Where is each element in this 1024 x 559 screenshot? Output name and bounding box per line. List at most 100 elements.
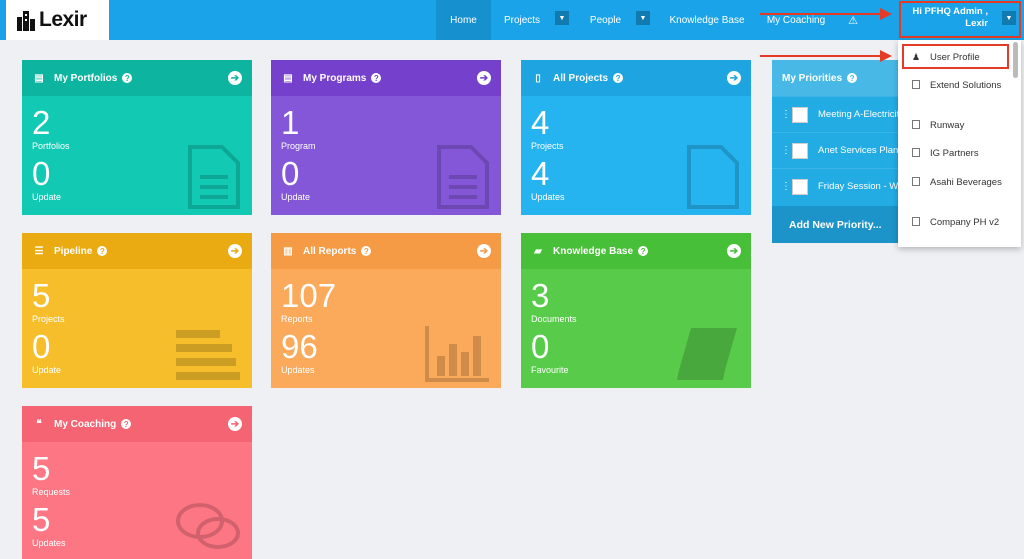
priority-item[interactable]: ⋮ Anet Services Plan [772,132,907,168]
people-dropdown-caret[interactable]: ▼ [636,11,650,25]
annotation-arrow-user [760,13,882,15]
menu-item-label: IG Partners [930,148,979,159]
secondary-label: Update [281,192,311,202]
primary-label: Documents [531,314,577,324]
card-title: My Coaching [54,418,117,430]
help-icon[interactable]: ? [638,246,649,256]
menu-item-org[interactable]: IG Partners [898,148,1010,160]
bars-list-icon [176,330,240,380]
brand-logo[interactable]: Lexir [6,0,109,40]
file-icon [687,145,739,209]
primary-label: Projects [32,314,65,324]
card-title: My Programs [303,72,367,84]
menu-item-org[interactable]: Runway [898,120,1010,132]
card-my-programs[interactable]: ▤ My Programs ? ➔ 1 Program 0 Update [271,60,501,215]
arrow-right-icon[interactable]: ➔ [727,71,741,85]
priority-checkbox[interactable] [792,106,808,123]
priority-checkbox[interactable] [792,178,808,195]
user-menu[interactable]: Hi PFHQ Admin , Lexir ▼ [899,0,1024,40]
secondary-label: Update [32,192,62,202]
card-pipeline[interactable]: ☰ Pipeline ? ➔ 5 Projects 0 Update [22,233,252,388]
list-icon: ☰ [34,245,44,257]
help-icon[interactable]: ? [361,246,372,256]
card-all-reports[interactable]: ▥ All Reports ? ➔ 107 Reports 96 Updates [271,233,501,388]
nav-home[interactable]: Home [436,0,491,40]
primary-label: Portfolios [32,141,70,151]
primary-count: 1 [281,104,300,141]
card-title: All Reports [303,245,357,257]
priority-label: Friday Session - Wa [818,181,904,192]
card-title: Pipeline [54,245,93,257]
user-org: Lexir [965,18,988,29]
help-icon[interactable]: ? [122,73,133,83]
arrow-right-icon[interactable]: ➔ [228,417,242,431]
card-header: ❝ My Coaching ? ➔ [22,406,252,442]
user-dropdown-menu: ♟ User Profile Extend Solutions Runway IG… [898,40,1021,247]
priority-checkbox[interactable] [792,142,808,159]
menu-item-org[interactable]: Asahi Beverages [898,177,1010,189]
secondary-count: 96 [281,328,318,365]
priorities-header: My Priorities ? [772,60,907,96]
help-icon[interactable]: ? [371,73,382,83]
building-icon [912,177,920,186]
arrow-right-icon[interactable]: ➔ [228,244,242,258]
nav-my-coaching[interactable]: My Coaching [766,14,826,26]
nav-projects[interactable]: Projects [503,14,541,26]
secondary-label: Updates [281,365,315,375]
user-icon: ♟ [912,52,921,62]
menu-item-label: Runway [930,120,965,131]
dropdown-scrollbar[interactable] [1013,42,1018,78]
user-name-block: Hi PFHQ Admin , Lexir [912,6,988,30]
secondary-count: 0 [32,328,51,365]
help-icon[interactable]: ? [847,73,858,83]
file-icon: ▯ [535,72,541,84]
help-icon[interactable]: ? [97,246,108,256]
card-my-portfolios[interactable]: ▤ My Portfolios ? ➔ 2 Portfolios 0 Updat… [22,60,252,215]
projects-dropdown-caret[interactable]: ▼ [555,11,569,25]
priority-label: Anet Services Plan [818,145,899,156]
card-header: ☰ Pipeline ? ➔ [22,233,252,269]
book-icon [677,328,737,380]
priority-item[interactable]: ⋮ Meeting A-Electricity [772,96,907,132]
arrow-right-icon[interactable]: ➔ [727,244,741,258]
card-my-coaching[interactable]: ❝ My Coaching ? ➔ 5 Requests 5 Updates [22,406,252,559]
alert-icon[interactable]: ⚠ [848,14,858,27]
arrow-right-icon[interactable]: ➔ [228,71,242,85]
menu-item-label: Extend Solutions [930,80,1002,91]
document-icon [188,145,240,209]
menu-item-org[interactable]: Extend Solutions [898,80,1010,92]
help-icon[interactable]: ? [121,419,132,429]
arrow-right-icon[interactable]: ➔ [477,244,491,258]
help-icon[interactable]: ? [613,73,624,83]
secondary-count: 0 [32,155,51,192]
card-header: ▥ All Reports ? ➔ [271,233,501,269]
arrow-right-icon[interactable]: ➔ [477,71,491,85]
user-dropdown-caret[interactable]: ▼ [1002,11,1016,25]
menu-item-org[interactable]: Company PH v2 [898,217,1010,229]
drag-handle-icon[interactable]: ⋮ [781,144,791,156]
menu-item-label: User Profile [930,52,980,63]
primary-count: 3 [531,277,550,314]
nav-people[interactable]: People [589,14,622,26]
secondary-label: Updates [531,192,565,202]
card-header: ▰ Knowledge Base ? ➔ [521,233,751,269]
card-header: ▤ My Portfolios ? ➔ [22,60,252,96]
secondary-label: Update [32,365,62,375]
menu-item-user-profile[interactable]: ♟ User Profile [898,51,1010,64]
bar-chart-icon [425,326,489,382]
drag-handle-icon[interactable]: ⋮ [781,108,791,120]
add-priority-button[interactable]: Add New Priority... [772,206,907,243]
drag-handle-icon[interactable]: ⋮ [781,180,791,192]
secondary-label: Updates [32,538,66,548]
primary-count: 5 [32,277,51,314]
card-knowledge-base[interactable]: ▰ Knowledge Base ? ➔ 3 Documents 0 Favou… [521,233,751,388]
secondary-count: 0 [531,328,550,365]
card-all-projects[interactable]: ▯ All Projects ? ➔ 4 Projects 4 Updates [521,60,751,215]
card-header: ▤ My Programs ? ➔ [271,60,501,96]
my-priorities-panel: My Priorities ? ⋮ Meeting A-Electricity … [772,60,907,243]
primary-label: Reports [281,314,313,324]
priority-item[interactable]: ⋮ Friday Session - Wa [772,168,907,204]
chat-icon: ❝ [36,418,42,430]
nav-knowledge-base[interactable]: Knowledge Base [669,14,745,26]
bar-chart-icon: ▥ [283,245,293,257]
